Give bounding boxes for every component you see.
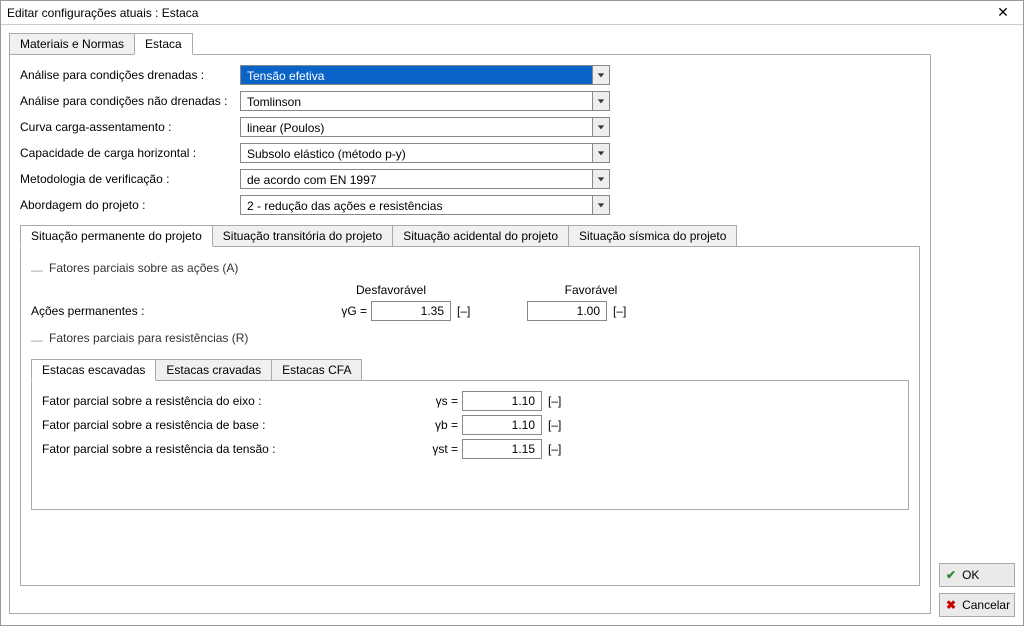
close-icon[interactable]: ✕ — [989, 4, 1017, 21]
unit: [–] — [542, 442, 568, 456]
combo-metodologia-value: de acordo com EN 1997 — [240, 169, 592, 189]
input-gamma-g-unfav[interactable]: 1.35 — [371, 301, 451, 321]
tab-situacao-sismica[interactable]: Situação sísmica do projeto — [568, 225, 737, 247]
chevron-down-icon[interactable] — [592, 65, 610, 85]
unit: [–] — [451, 304, 477, 318]
gamma-g-symbol: γG = — [331, 304, 371, 318]
chevron-down-icon[interactable] — [592, 195, 610, 215]
gamma-b-symbol: γb = — [422, 418, 462, 432]
combo-drenadas-value: Tensão efetiva — [240, 65, 592, 85]
combo-metodologia[interactable]: de acordo com EN 1997 — [240, 169, 610, 189]
col-desfavoravel: Desfavorável — [331, 283, 451, 297]
label-carga-horizontal: Capacidade de carga horizontal : — [20, 146, 240, 160]
estacas-panel: Fator parcial sobre a resistência do eix… — [31, 380, 909, 510]
unit: [–] — [542, 394, 568, 408]
tab-situacao-acidental[interactable]: Situação acidental do projeto — [392, 225, 569, 247]
chevron-down-icon[interactable] — [592, 143, 610, 163]
tab-estacas-cfa[interactable]: Estacas CFA — [271, 359, 362, 381]
cross-icon: ✖ — [946, 598, 956, 612]
col-favoravel: Favorável — [531, 283, 651, 297]
tab-estacas-cravadas[interactable]: Estacas cravadas — [155, 359, 272, 381]
label-acoes-permanentes: Ações permanentes : — [31, 304, 331, 318]
gamma-st-symbol: γst = — [422, 442, 462, 456]
check-icon: ✔ — [946, 568, 956, 582]
combo-carga-horizontal-value: Subsolo elástico (método p-y) — [240, 143, 592, 163]
combo-nao-drenadas-value: Tomlinson — [240, 91, 592, 111]
tab-situacao-transitoria[interactable]: Situação transitória do projeto — [212, 225, 393, 247]
gamma-s-symbol: γs = — [422, 394, 462, 408]
combo-nao-drenadas[interactable]: Tomlinson — [240, 91, 610, 111]
estacas-tabstrip: Estacas escavadas Estacas cravadas Estac… — [31, 359, 909, 381]
tab-estacas-escavadas[interactable]: Estacas escavadas — [31, 359, 156, 381]
label-carga-assentamento: Curva carga-assentamento : — [20, 120, 240, 134]
input-gamma-s[interactable]: 1.10 — [462, 391, 542, 411]
combo-abordagem-value: 2 - redução das ações e resistências — [240, 195, 592, 215]
cancel-button[interactable]: ✖ Cancelar — [939, 593, 1015, 617]
label-abordagem: Abordagem do projeto : — [20, 198, 240, 212]
label-drenadas: Análise para condições drenadas : — [20, 68, 240, 82]
label-nao-drenadas: Análise para condições não drenadas : — [20, 94, 240, 108]
titlebar: Editar configurações atuais : Estaca ✕ — [1, 1, 1023, 25]
tab-panel-estaca: Análise para condições drenadas : Tensão… — [9, 54, 931, 614]
situacao-panel: — Fatores parciais sobre as ações (A) De… — [20, 246, 920, 586]
cancel-label: Cancelar — [962, 598, 1010, 612]
ok-button[interactable]: ✔ OK — [939, 563, 1015, 587]
window-title: Editar configurações atuais : Estaca — [7, 6, 989, 20]
combo-carga-horizontal[interactable]: Subsolo elástico (método p-y) — [240, 143, 610, 163]
combo-abordagem[interactable]: 2 - redução das ações e resistências — [240, 195, 610, 215]
input-gamma-st[interactable]: 1.15 — [462, 439, 542, 459]
input-gamma-g-fav[interactable]: 1.00 — [527, 301, 607, 321]
unit: [–] — [607, 304, 633, 318]
ok-label: OK — [962, 568, 979, 582]
dialog-window: Editar configurações atuais : Estaca ✕ M… — [0, 0, 1024, 626]
unit: [–] — [542, 418, 568, 432]
chevron-down-icon[interactable] — [592, 91, 610, 111]
combo-drenadas[interactable]: Tensão efetiva — [240, 65, 610, 85]
combo-carga-assentamento[interactable]: linear (Poulos) — [240, 117, 610, 137]
tab-materiais[interactable]: Materiais e Normas — [9, 33, 135, 55]
combo-carga-assentamento-value: linear (Poulos) — [240, 117, 592, 137]
group-a-title: Fatores parciais sobre as ações (A) — [49, 261, 238, 275]
chevron-down-icon[interactable] — [592, 169, 610, 189]
situacao-tabstrip: Situação permanente do projeto Situação … — [20, 225, 920, 247]
tab-estaca[interactable]: Estaca — [134, 33, 193, 55]
group-r-title: Fatores parciais para resistências (R) — [49, 331, 248, 345]
label-resist-tensao: Fator parcial sobre a resistência da ten… — [42, 442, 422, 456]
label-resist-base: Fator parcial sobre a resistência de bas… — [42, 418, 422, 432]
label-metodologia: Metodologia de verificação : — [20, 172, 240, 186]
chevron-down-icon[interactable] — [592, 117, 610, 137]
main-tabstrip: Materiais e Normas Estaca — [9, 33, 931, 55]
tab-situacao-permanente[interactable]: Situação permanente do projeto — [20, 225, 213, 247]
label-resist-eixo: Fator parcial sobre a resistência do eix… — [42, 394, 422, 408]
input-gamma-b[interactable]: 1.10 — [462, 415, 542, 435]
